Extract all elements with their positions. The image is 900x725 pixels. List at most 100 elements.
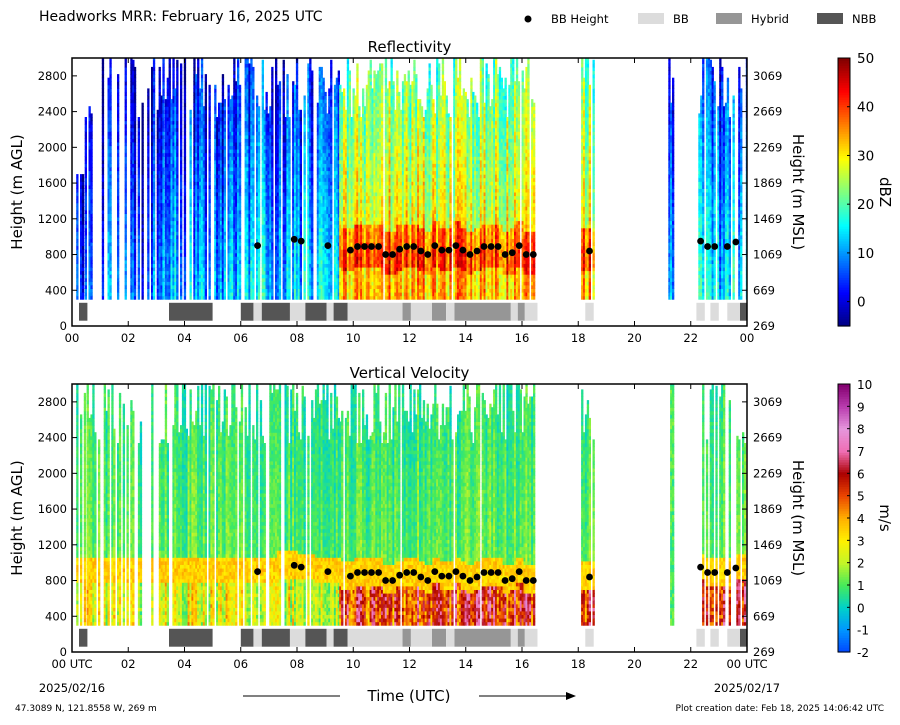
colorbar-step: [838, 427, 850, 431]
y-tick-label: 1200: [38, 538, 67, 552]
bb-height-point: [466, 577, 474, 584]
bb-height-point: [254, 568, 261, 575]
colorbar-step: [838, 615, 850, 619]
colorbar-step: [838, 291, 850, 295]
colorbar-step: [838, 187, 850, 191]
colorbar-step: [838, 539, 850, 543]
field-reflectivity: [76, 58, 747, 300]
y-tick-label: 1200: [38, 212, 67, 226]
colorbar-tick-label: 10: [857, 246, 874, 262]
colorbar-tick-label: 20: [857, 197, 874, 213]
y2-tick-label: 3069: [753, 69, 782, 83]
colorbar-step: [838, 408, 850, 412]
bb-height-point: [382, 577, 389, 584]
colorbar-step: [838, 211, 850, 215]
colorbar-step: [838, 267, 850, 271]
colorbar-step: [838, 172, 850, 176]
bb-height-point: [368, 243, 375, 250]
x-tick-label: 04: [177, 657, 192, 671]
colorbar-step: [838, 422, 850, 427]
colorbar-step: [838, 58, 850, 62]
colorbar-step: [838, 274, 850, 278]
bb-height-point: [375, 243, 382, 250]
colorbar-step: [838, 483, 850, 487]
colorbar-step: [838, 218, 850, 222]
bb-segment-nbb: [333, 302, 348, 321]
colorbar-step: [838, 75, 850, 79]
colorbar-step: [838, 398, 850, 402]
bb-height-point: [494, 243, 502, 250]
colorbar-step: [838, 505, 850, 509]
colorbar-step: [838, 311, 850, 315]
bb-segment-bb: [524, 302, 538, 321]
colorbar-step: [838, 639, 850, 643]
bb-height-point: [501, 577, 509, 584]
colorbar-step: [838, 238, 850, 242]
colorbar-step: [838, 644, 850, 648]
legend-label: NBB: [852, 12, 876, 26]
colorbar-step: [838, 104, 850, 108]
colorbar-tick-label: 40: [857, 100, 874, 116]
colorbar-step: [838, 257, 850, 261]
colorbar-step: [838, 610, 850, 614]
bb-height-point: [438, 246, 446, 254]
bb-height-point: [529, 251, 537, 258]
colorbar-step: [838, 230, 850, 235]
colorbar-tick-label: 5: [857, 490, 865, 504]
colorbar-step: [838, 245, 850, 249]
colorbar-step: [838, 574, 850, 578]
bb-height-point: [354, 569, 361, 576]
page-title: Headworks MRR: February 16, 2025 UTC: [39, 9, 323, 25]
bb-segment-nbb: [305, 628, 327, 647]
bb-height-point: [487, 569, 495, 576]
bb-height-point: [410, 243, 418, 250]
colorbar-step: [838, 510, 850, 514]
bb-segment-nbb: [240, 302, 254, 321]
colorbar-step: [838, 461, 850, 465]
colorbar-step: [838, 272, 850, 276]
colorbar-step: [838, 474, 850, 478]
bb-height-point: [508, 249, 516, 257]
colorbar-step: [838, 581, 850, 585]
bb-segment-bb: [585, 302, 594, 321]
colorbar-step: [838, 593, 850, 597]
x-tick-label: 14: [458, 657, 473, 671]
x-tick-label: 10: [346, 657, 361, 671]
colorbar-step: [838, 111, 850, 115]
x-axis: 00 UTC 02 04 06 08 10 12 14 16 18 20 22 00 UTC 2025/0…: [39, 384, 780, 705]
colorbar-step: [838, 121, 850, 125]
y-tick-label: 2800: [38, 69, 67, 83]
colorbar-step: [838, 403, 850, 407]
x-tick-label: 22: [683, 657, 698, 671]
colorbar-step: [838, 89, 850, 93]
bb-segment-bb: [410, 302, 432, 321]
bb-segment-nbb: [169, 302, 213, 321]
x-tick-label: 16: [515, 331, 530, 345]
y2-tick-label: 3069: [753, 395, 782, 409]
bb-height-point: [711, 243, 719, 250]
colorbar-step: [838, 410, 850, 414]
colorbar-step: [838, 101, 850, 105]
bb-height-point: [290, 561, 298, 569]
colorbar-step: [838, 522, 850, 526]
colorbar-step: [838, 556, 850, 561]
colorbar-step: [838, 87, 850, 91]
colorbar-step: [838, 157, 850, 161]
colorbar-step: [838, 308, 850, 312]
colorbar-step: [838, 481, 850, 485]
colorbar-step: [838, 116, 850, 120]
colorbar-step: [838, 123, 850, 127]
colorbar-step: [838, 148, 850, 152]
colorbar-step: [838, 561, 850, 565]
colorbar-step: [838, 566, 850, 570]
colorbar-step: [838, 535, 850, 539]
colorbar: 0 10 20 30 40 50 dBZ: [837, 51, 894, 327]
colorbar-tick-label: 2: [857, 557, 865, 571]
y-tick-label: 2400: [38, 105, 67, 119]
bb-height-point: [586, 247, 593, 255]
colorbar-step: [838, 84, 850, 88]
colorbar-step: [838, 250, 850, 254]
colorbar-step: [838, 160, 850, 164]
bb-segment-hybrid: [517, 628, 525, 647]
